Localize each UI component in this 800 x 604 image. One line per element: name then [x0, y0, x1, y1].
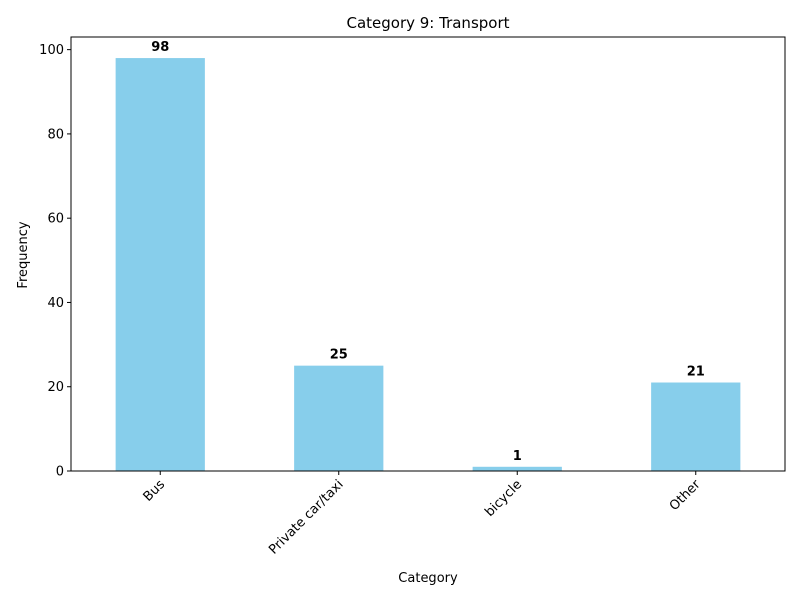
- data-label-1: 25: [330, 348, 348, 363]
- x-tick-label-3: Other: [667, 477, 704, 514]
- plot-area: 98 25 1 21 0 20 40 60 80 100 Bus Private car/taxi bi…: [39, 36, 786, 558]
- y-tick-label-2: 40: [47, 296, 64, 311]
- x-tick-label-0: Bus: [141, 477, 169, 505]
- bar-0: [115, 58, 205, 471]
- bar-1: [294, 365, 384, 471]
- bar-3: [651, 382, 741, 471]
- y-axis-label: Frequency: [16, 221, 31, 288]
- x-tick-label-2: bicycle: [482, 477, 525, 520]
- plot-frame: [70, 36, 786, 472]
- bar-2: [472, 466, 562, 471]
- y-tick-label-3: 60: [47, 212, 64, 227]
- y-tick-label-5: 100: [39, 43, 64, 58]
- x-axis-label: Category: [398, 571, 458, 586]
- y-tick-label-4: 80: [47, 127, 64, 142]
- y-tick-label-0: 0: [56, 465, 64, 480]
- data-label-3: 21: [687, 365, 705, 380]
- data-label-2: 1: [513, 449, 522, 464]
- data-label-0: 98: [151, 40, 169, 55]
- y-tick-label-1: 20: [47, 380, 64, 395]
- x-tick-label-1: Private car/taxi: [266, 477, 346, 557]
- chart-title: Category 9: Transport: [346, 14, 509, 32]
